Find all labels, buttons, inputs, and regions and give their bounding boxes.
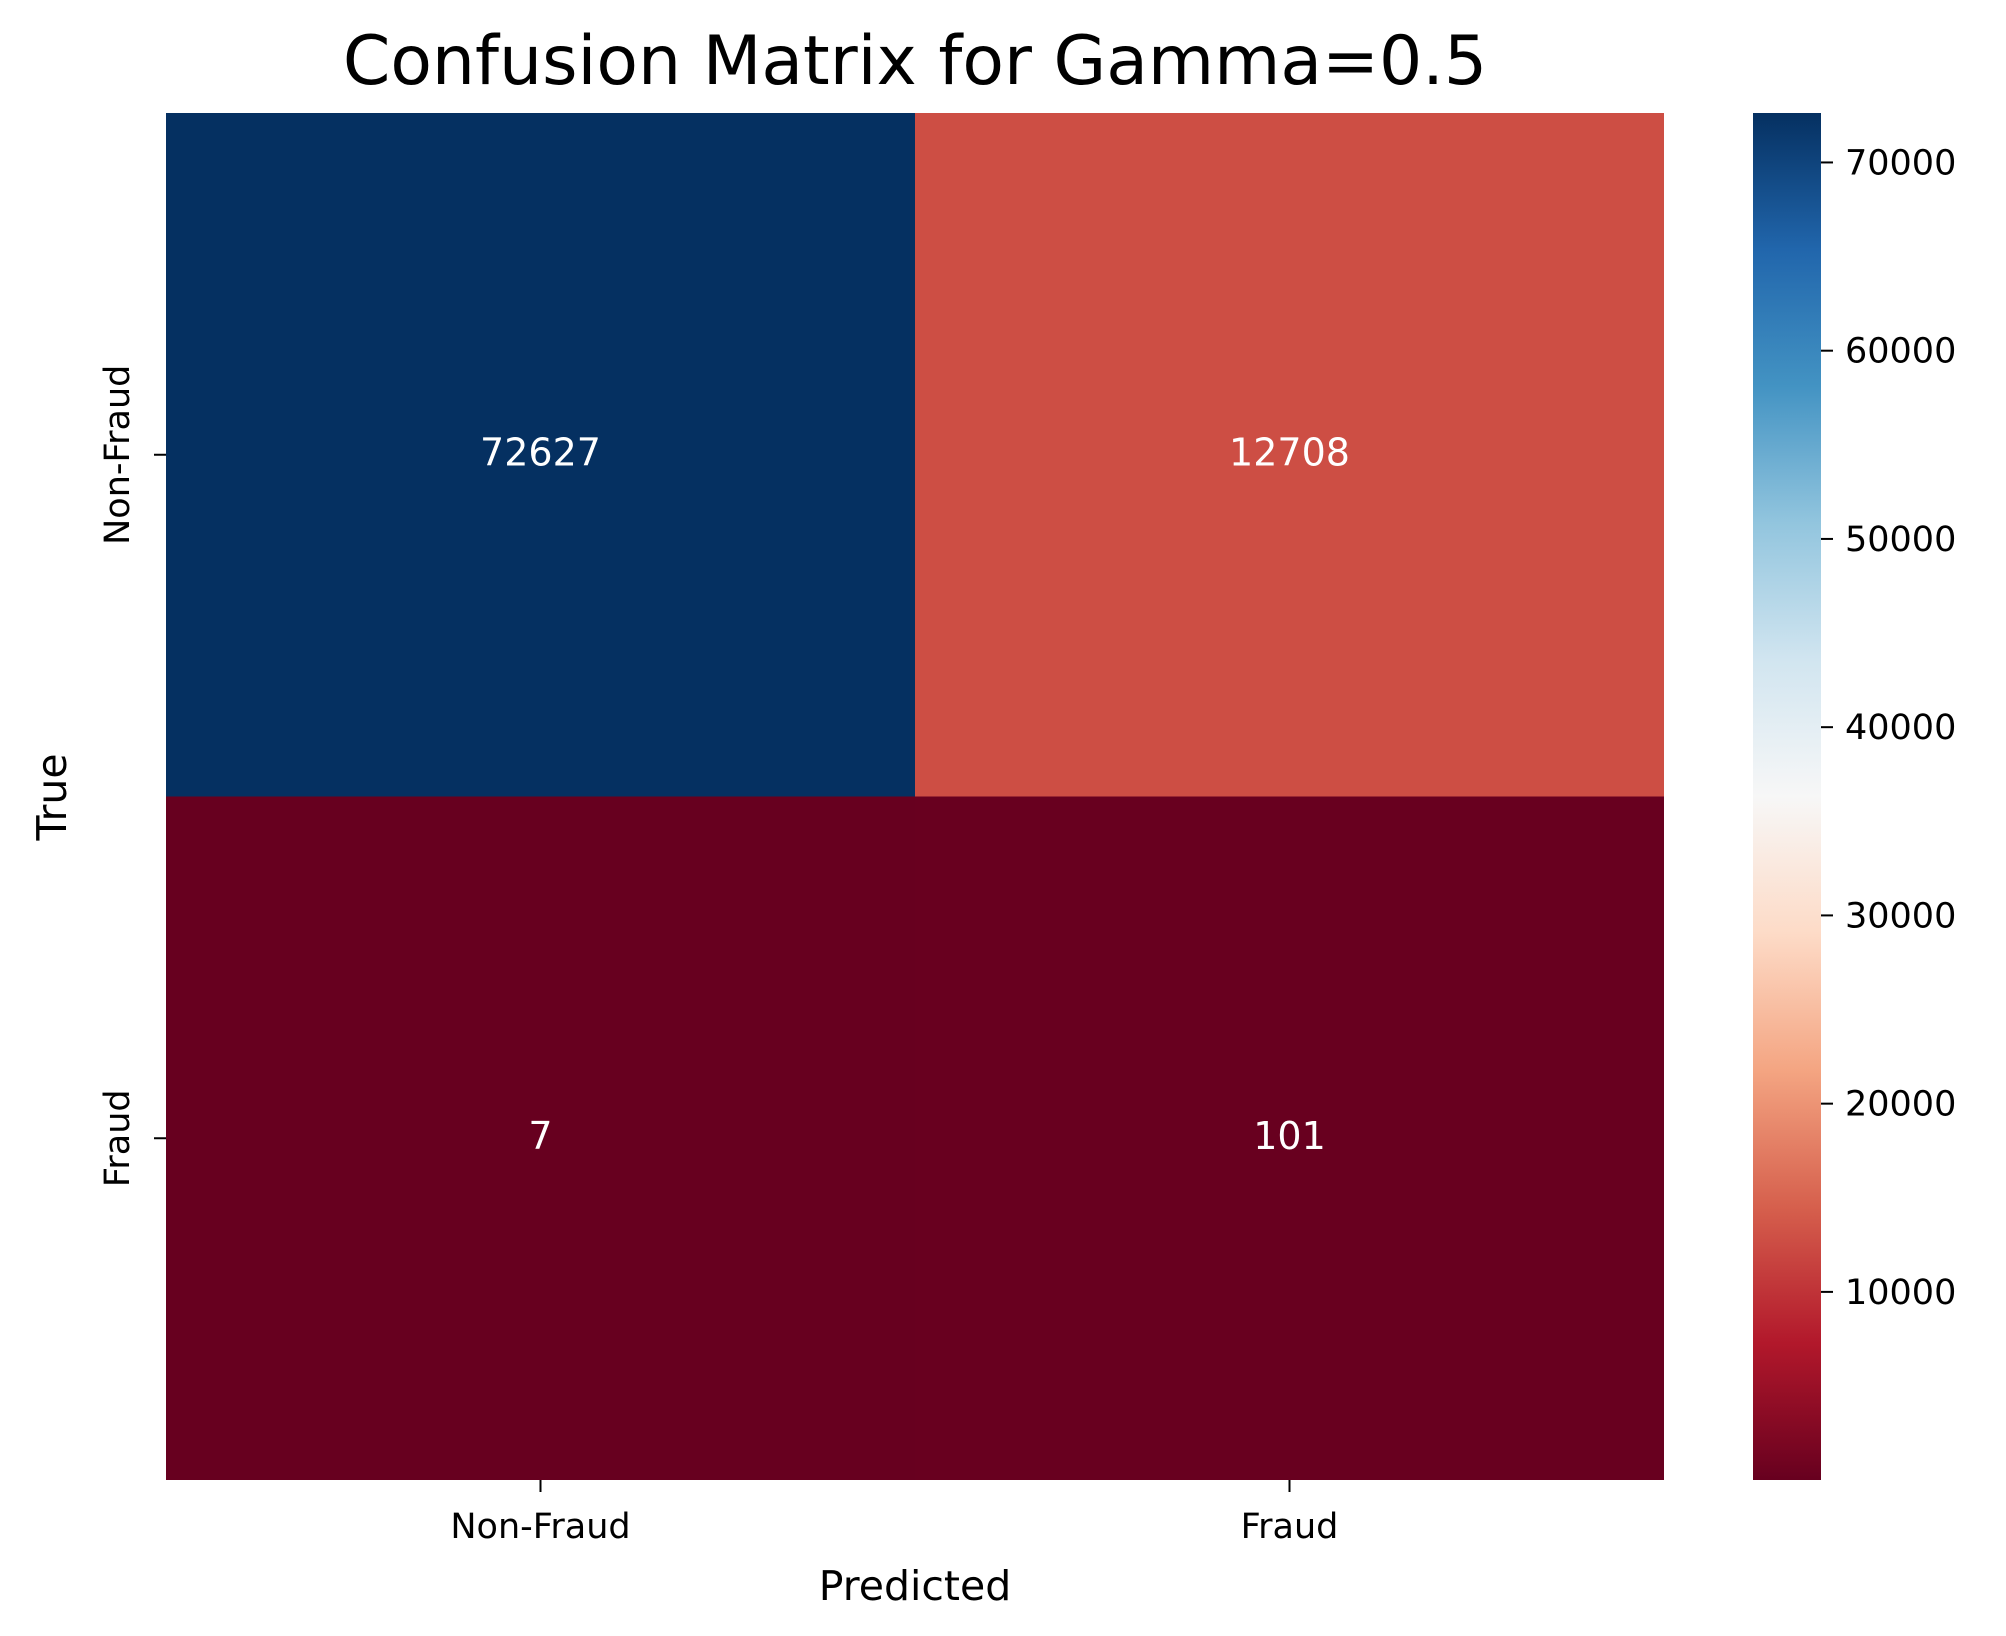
x-tick-label-0: Non-Fraud bbox=[450, 1507, 630, 1547]
heatmap-cell-r0-c1 bbox=[915, 113, 1664, 797]
colorbar-tick-label-3: 40000 bbox=[1845, 708, 1956, 748]
colorbar-tick-label-5: 60000 bbox=[1845, 332, 1956, 372]
heatmap-cells bbox=[166, 113, 1664, 1480]
heatmap-cell-r1-c0 bbox=[166, 796, 915, 1480]
heatmap-value-r1-c0: 7 bbox=[528, 1114, 552, 1158]
colorbar-tick-label-2: 30000 bbox=[1845, 896, 1956, 936]
y-axis: Non-Fraud Fraud bbox=[98, 365, 166, 1187]
colorbar-scale bbox=[1753, 113, 1821, 1480]
colorbar-tick-label-4: 50000 bbox=[1845, 520, 1956, 560]
chart-title: Confusion Matrix for Gamma=0.5 bbox=[343, 22, 1487, 101]
x-axis-label: Predicted bbox=[819, 1562, 1011, 1610]
colorbar: 10000 20000 30000 40000 50000 60000 70000 bbox=[1753, 113, 1956, 1480]
heatmap-cell-r0-c0 bbox=[166, 113, 915, 797]
x-tick-label-1: Fraud bbox=[1241, 1507, 1339, 1547]
colorbar-tick-label-6: 70000 bbox=[1845, 143, 1956, 183]
heatmap-value-r1-c1: 101 bbox=[1253, 1114, 1326, 1158]
y-tick-label-1: Fraud bbox=[98, 1089, 138, 1187]
y-axis-label: True bbox=[28, 753, 76, 841]
heatmap-value-r0-c0: 72627 bbox=[480, 430, 601, 474]
x-axis: Non-Fraud Fraud bbox=[450, 1480, 1338, 1547]
heatmap-cell-r1-c1 bbox=[915, 796, 1664, 1480]
colorbar-ticks: 10000 20000 30000 40000 50000 60000 70000 bbox=[1821, 143, 1956, 1313]
y-tick-label-0: Non-Fraud bbox=[98, 365, 138, 545]
colorbar-tick-label-0: 10000 bbox=[1845, 1273, 1956, 1313]
heatmap-value-r0-c1: 12708 bbox=[1229, 430, 1350, 474]
colorbar-tick-label-1: 20000 bbox=[1845, 1085, 1956, 1125]
heatmap-annotations: 72627 12708 7 101 bbox=[480, 430, 1350, 1158]
